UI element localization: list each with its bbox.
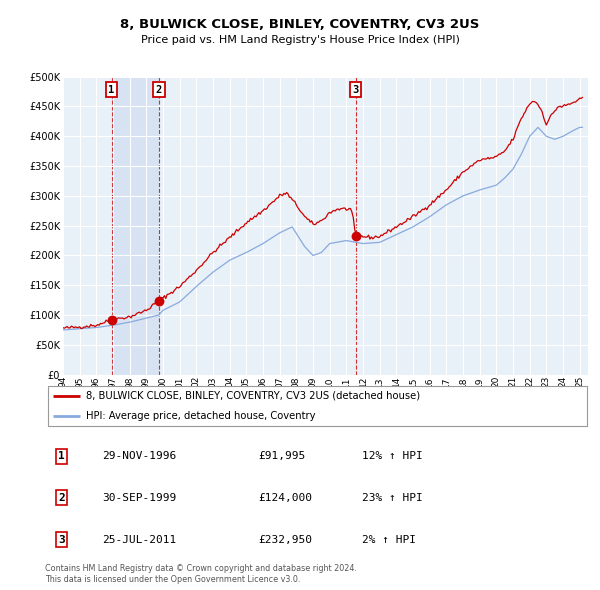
Text: 8, BULWICK CLOSE, BINLEY, COVENTRY, CV3 2US (detached house): 8, BULWICK CLOSE, BINLEY, COVENTRY, CV3 … xyxy=(86,391,420,401)
Text: Price paid vs. HM Land Registry's House Price Index (HPI): Price paid vs. HM Land Registry's House … xyxy=(140,35,460,44)
Text: 2: 2 xyxy=(58,493,65,503)
Text: HPI: Average price, detached house, Coventry: HPI: Average price, detached house, Cove… xyxy=(86,411,316,421)
Point xyxy=(154,296,164,306)
Text: This data is licensed under the Open Government Licence v3.0.: This data is licensed under the Open Gov… xyxy=(45,575,301,584)
Point xyxy=(107,315,116,324)
Text: 12% ↑ HPI: 12% ↑ HPI xyxy=(362,451,422,461)
FancyBboxPatch shape xyxy=(48,386,587,425)
Text: 23% ↑ HPI: 23% ↑ HPI xyxy=(362,493,422,503)
Bar xyxy=(63,77,112,375)
Text: 1: 1 xyxy=(109,85,115,95)
Text: 2: 2 xyxy=(155,85,162,95)
Text: 3: 3 xyxy=(353,85,359,95)
Bar xyxy=(112,77,159,375)
Text: 30-SEP-1999: 30-SEP-1999 xyxy=(103,493,176,503)
Text: 1: 1 xyxy=(58,451,65,461)
Text: 3: 3 xyxy=(58,535,65,545)
Text: £124,000: £124,000 xyxy=(258,493,312,503)
Point xyxy=(351,231,361,241)
Bar xyxy=(356,77,588,375)
Text: 25-JUL-2011: 25-JUL-2011 xyxy=(103,535,176,545)
Text: £232,950: £232,950 xyxy=(258,535,312,545)
Text: 8, BULWICK CLOSE, BINLEY, COVENTRY, CV3 2US: 8, BULWICK CLOSE, BINLEY, COVENTRY, CV3 … xyxy=(121,18,479,31)
Text: Contains HM Land Registry data © Crown copyright and database right 2024.: Contains HM Land Registry data © Crown c… xyxy=(45,563,357,572)
Text: 2% ↑ HPI: 2% ↑ HPI xyxy=(362,535,416,545)
Text: £91,995: £91,995 xyxy=(258,451,305,461)
Text: 29-NOV-1996: 29-NOV-1996 xyxy=(103,451,176,461)
